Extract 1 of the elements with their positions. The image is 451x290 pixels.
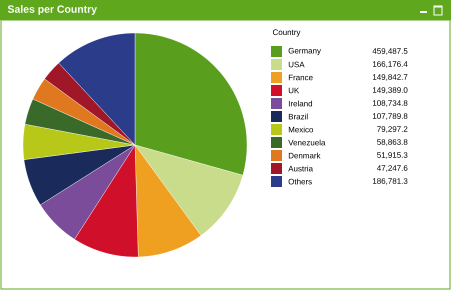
chart-title: Sales per Country [8,5,97,15]
